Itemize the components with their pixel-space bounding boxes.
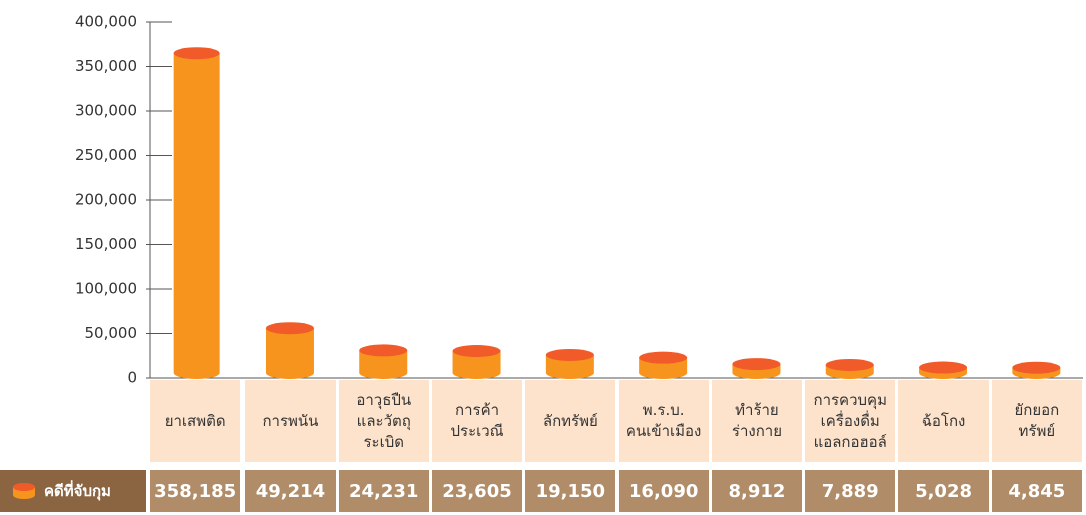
value-cell: 4,845 xyxy=(991,470,1082,512)
bar-cap xyxy=(825,358,874,371)
bar xyxy=(265,328,314,379)
legend: คดีที่จับกุม xyxy=(0,470,146,512)
bar xyxy=(452,350,501,379)
bar xyxy=(359,350,408,379)
category-cell: ยาเสพติด xyxy=(150,380,241,462)
y-tick-label: 200,000 xyxy=(75,191,137,209)
legend-icon xyxy=(13,483,35,499)
value-cell: 358,185 xyxy=(150,470,241,512)
plot: 0 50,000 100,000 150,000 200,000 250,000 300,0… xyxy=(75,13,1083,387)
y-tick-label: 250,000 xyxy=(75,146,137,164)
value-cell: 19,150 xyxy=(525,470,616,512)
category-cell: การควบคุม เครื่องดื่ม แอลกอฮอล์ xyxy=(805,380,896,462)
value-cell: 5,028 xyxy=(898,470,989,512)
value-cell: 24,231 xyxy=(338,470,429,512)
bar-cap xyxy=(173,47,220,60)
value-cell: 23,605 xyxy=(431,470,523,512)
bar-cap xyxy=(265,322,314,335)
bar-cap xyxy=(545,348,594,361)
legend-cap xyxy=(13,483,35,491)
value-cell: 49,214 xyxy=(245,470,336,512)
category-cell: พ.ร.บ. คนเข้าเมือง xyxy=(618,380,709,462)
category-cell: อาวุธปืน และวัตถุ ระเบิด xyxy=(338,380,429,462)
y-tick-label: 350,000 xyxy=(75,57,137,75)
value-cell: 16,090 xyxy=(618,470,709,512)
bar-cap xyxy=(359,344,408,357)
y-tick-label: 300,000 xyxy=(75,102,137,120)
y-tick-label: 100,000 xyxy=(75,280,137,298)
category-cell: ฉ้อโกง xyxy=(898,380,989,462)
y-tick-label: 0 xyxy=(127,369,137,387)
bar-cap xyxy=(452,344,501,357)
bar xyxy=(639,357,688,379)
bar xyxy=(173,53,220,379)
category-cell: การค้า ประเวณี xyxy=(431,380,523,462)
category-cell: ทำร้าย ร่างกาย xyxy=(711,380,803,462)
value-cell: 8,912 xyxy=(711,470,803,512)
bar xyxy=(545,354,594,379)
y-tick-label: 150,000 xyxy=(75,235,137,253)
y-tick-label: 400,000 xyxy=(75,13,137,31)
category-cell: ยักยอก ทรัพย์ xyxy=(991,380,1082,462)
y-tick-label: 50,000 xyxy=(85,324,138,342)
value-cell: 7,889 xyxy=(805,470,896,512)
legend-bottom xyxy=(13,491,35,499)
legend-label: คดีที่จับกุม xyxy=(44,482,111,500)
bar-cap xyxy=(1012,361,1061,374)
category-cell: ลักทรัพย์ xyxy=(525,380,616,462)
bar-cap xyxy=(919,361,968,374)
bar-cap xyxy=(639,351,688,364)
bar-cap xyxy=(732,358,781,371)
category-cell: การพนัน xyxy=(245,380,336,462)
